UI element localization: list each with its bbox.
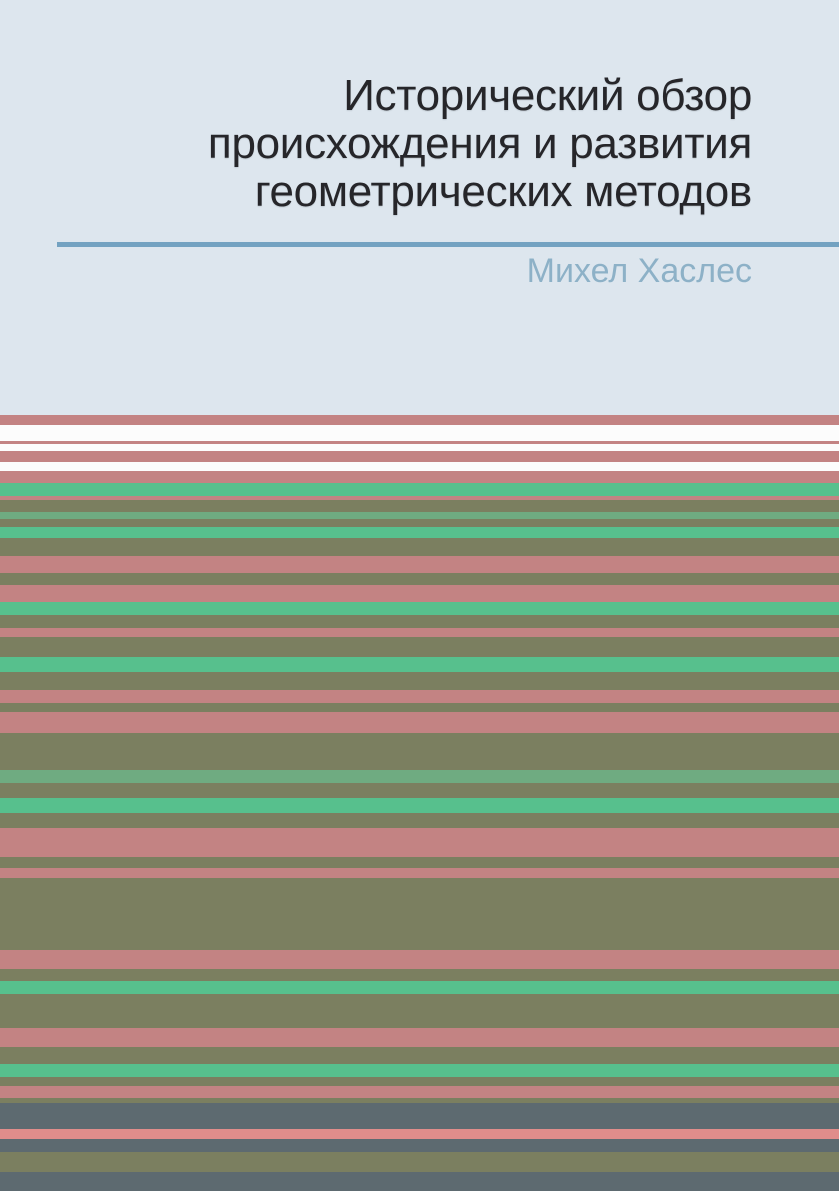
stripe [0,585,839,602]
stripe [0,969,839,981]
stripe [0,813,839,828]
stripe [0,471,839,483]
stripe [0,1086,839,1098]
stripe [0,500,839,512]
stripe [0,462,839,471]
stripe [0,451,839,462]
stripe [0,628,839,637]
stripe [0,415,839,425]
stripe [0,770,839,783]
stripe [0,483,839,496]
stripe [0,1098,839,1103]
stripe [0,527,839,538]
author-name: Михел Хаслес [526,252,752,290]
stripe [0,602,839,615]
stripe [0,828,839,857]
stripe [0,512,839,519]
stripe [0,519,839,527]
book-title-line-3: геометрических методов [254,167,753,216]
stripe [0,496,839,500]
stripe [0,733,839,770]
stripe [0,798,839,813]
stripe [0,868,839,878]
stripe [0,637,839,657]
stripe [0,857,839,868]
stripe [0,783,839,798]
stripe [0,573,839,585]
stripe [0,441,839,444]
stripe [0,1077,839,1086]
stripe [0,703,839,712]
book-title-line-1: Исторический обзор [343,71,752,120]
stripe [0,615,839,628]
stripe [0,1152,839,1172]
stripe [0,538,839,556]
stripe [0,657,839,672]
stripe [0,1129,839,1139]
stripe [0,994,839,1028]
stripe [0,712,839,733]
stripe [0,1064,839,1077]
stripe [0,950,839,969]
cover-header: Исторический обзор происхождения и разви… [0,0,839,415]
stripe [0,1103,839,1129]
stripe [0,1172,839,1191]
stripe [0,1047,839,1064]
stripe [0,444,839,451]
stripe [0,1139,839,1152]
stripe-pattern [0,415,839,1191]
stripe [0,878,839,950]
stripe [0,690,839,703]
stripe [0,981,839,994]
stripe [0,425,839,441]
book-title: Исторический обзор происхождения и разви… [0,0,839,216]
stripe [0,1028,839,1047]
stripe [0,556,839,573]
title-divider-line [57,242,839,247]
stripe [0,672,839,690]
book-title-line-2: происхождения и развития [207,119,752,168]
